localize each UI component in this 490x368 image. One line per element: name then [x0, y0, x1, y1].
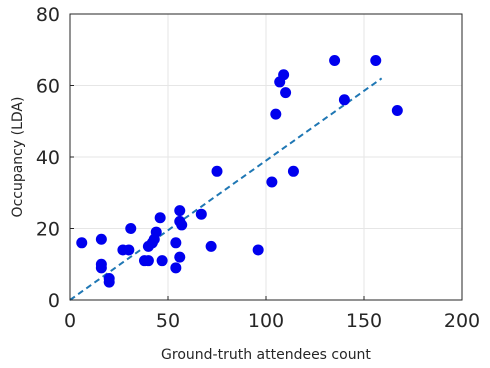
data-point — [125, 223, 137, 234]
data-point — [150, 226, 162, 238]
data-point — [266, 176, 278, 188]
data-point — [329, 54, 341, 66]
data-point — [142, 255, 154, 267]
data-point — [278, 69, 290, 81]
data-point — [123, 244, 135, 256]
data-point — [170, 237, 182, 249]
trend-line-group — [69, 77, 383, 301]
x-tick-label: 0 — [64, 310, 76, 332]
data-points — [76, 54, 403, 288]
data-point — [154, 212, 166, 224]
data-point — [170, 262, 182, 274]
data-point — [211, 165, 223, 177]
data-point — [391, 105, 403, 117]
x-tick-label: 50 — [156, 310, 180, 332]
data-point — [370, 54, 382, 66]
y-tick-label: 20 — [36, 219, 60, 241]
data-point — [176, 219, 188, 231]
data-point — [287, 165, 299, 177]
data-point — [174, 205, 186, 217]
y-tick-label: 0 — [48, 290, 60, 312]
x-axis-label: Ground-truth attendees count — [161, 347, 371, 363]
data-point — [174, 251, 186, 263]
trend-line — [69, 77, 383, 301]
y-tick-label: 40 — [36, 147, 60, 169]
data-point — [95, 233, 107, 245]
data-point — [103, 276, 115, 288]
data-point — [95, 262, 107, 274]
y-axis-ticks: 0 20 40 60 80 — [36, 4, 74, 312]
x-axis-ticks: 0 50 100 150 200 — [64, 296, 480, 332]
data-point — [205, 240, 217, 252]
x-tick-label: 100 — [248, 310, 284, 332]
data-point — [195, 208, 207, 220]
data-point — [156, 255, 168, 267]
data-point — [338, 94, 350, 106]
data-point — [270, 108, 282, 120]
x-tick-label: 150 — [346, 310, 382, 332]
data-point — [76, 237, 88, 249]
data-point — [252, 244, 264, 256]
x-tick-label: 200 — [444, 310, 480, 332]
y-tick-label: 80 — [36, 4, 60, 26]
data-point — [280, 87, 292, 99]
y-tick-label: 60 — [36, 76, 60, 98]
y-axis-label: Occupancy (LDA) — [10, 97, 26, 218]
